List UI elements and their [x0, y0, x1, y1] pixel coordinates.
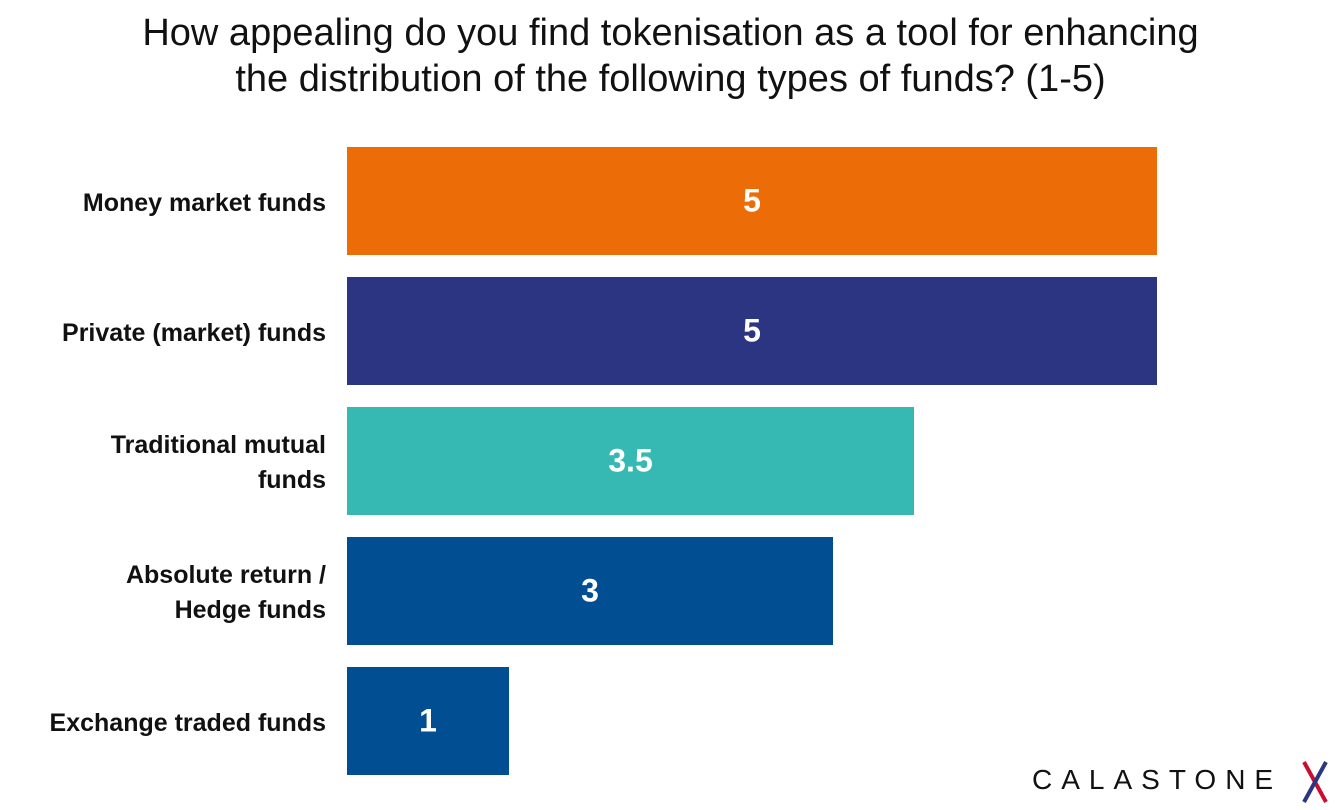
- value-label: 5: [743, 182, 761, 219]
- bar: [347, 277, 1157, 385]
- value-label: 5: [743, 312, 761, 349]
- category-label: Private (market) funds: [62, 318, 326, 347]
- bar: [347, 667, 509, 775]
- bar: [347, 147, 1157, 255]
- category-label: Traditional mutual funds: [110, 431, 326, 494]
- bar: [347, 537, 833, 645]
- logo: CALASTONE: [1032, 764, 1283, 795]
- chart-title: How appealing do you find tokenisation a…: [142, 12, 1199, 100]
- category-label: Absolute return / Hedge funds: [125, 561, 326, 624]
- logo-icon: [1302, 761, 1328, 803]
- value-label: 3.5: [608, 442, 653, 479]
- value-label: 3: [581, 572, 599, 609]
- category-label: Exchange traded funds: [49, 708, 326, 737]
- category-label: Money market funds: [82, 188, 326, 217]
- value-label: 1: [419, 702, 437, 739]
- bar: [347, 407, 914, 515]
